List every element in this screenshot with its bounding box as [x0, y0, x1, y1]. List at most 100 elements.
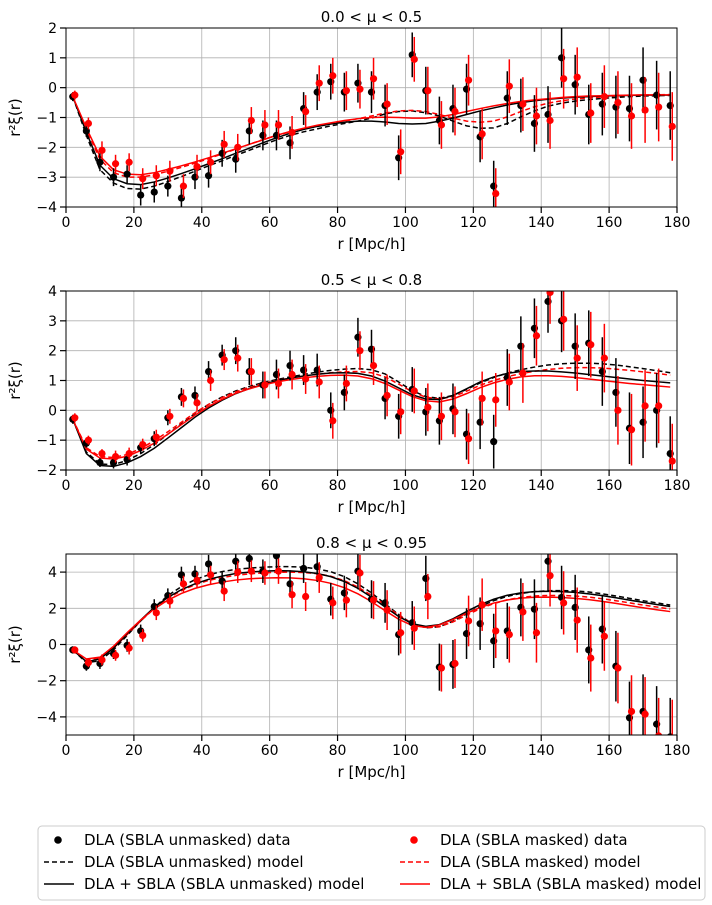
series-line-solid-black: [72, 370, 671, 468]
data-point: [383, 606, 391, 614]
y-axis-label: r²ξ(r): [6, 361, 24, 399]
y-axis-label: r²ξ(r): [6, 98, 24, 136]
data-point: [437, 121, 446, 129]
ticks: 0 20 40 60 80 100 120 140 160 180 −4 −2 0 2 4: [36, 565, 690, 759]
data-point: [560, 75, 568, 83]
data-point: [668, 457, 676, 465]
data-point: [641, 106, 649, 114]
data-point: [193, 576, 201, 584]
x-tick-label: 140: [528, 743, 555, 759]
y-tick-label: 1: [48, 374, 57, 390]
y-tick-label: −1: [36, 433, 57, 449]
data-point: [451, 659, 459, 668]
x-tick-label: 120: [460, 215, 487, 231]
y-tick-label: −2: [36, 674, 57, 690]
data-point: [179, 580, 188, 588]
y-tick-label: 3: [48, 314, 57, 330]
data-point: [109, 173, 118, 181]
data-point: [288, 128, 296, 137]
data-point: [573, 354, 581, 362]
data-point: [71, 414, 79, 422]
x-tick-label: 40: [193, 478, 211, 494]
legend-label: DLA (SBLA masked) data: [440, 831, 628, 849]
data-point: [600, 632, 608, 640]
data-point: [139, 175, 147, 183]
data-point: [96, 158, 104, 166]
data-point: [655, 103, 663, 111]
data-point: [123, 170, 131, 178]
data-point: [655, 732, 663, 735]
legend-entry: DLA (SBLA unmasked) data: [54, 831, 291, 849]
data-point: [315, 378, 323, 386]
x-tick-label: 160: [596, 215, 623, 231]
x-tick-label: 140: [528, 215, 555, 231]
data-point: [560, 315, 568, 323]
data-point: [166, 167, 174, 175]
x-tick-label: 0: [62, 215, 71, 231]
data-point: [125, 644, 133, 652]
data-point: [274, 121, 283, 129]
data-point: [587, 109, 595, 117]
series-line-dashed-red: [72, 366, 671, 459]
legend-label: DLA (SBLA masked) model: [440, 853, 641, 871]
data-point: [410, 624, 418, 632]
legend-entry: DLA (SBLA masked) data: [410, 831, 628, 849]
data-point: [139, 631, 147, 640]
x-axis-label: r [Mpc/h]: [338, 235, 406, 253]
data-point: [329, 417, 337, 425]
data-point: [464, 435, 473, 443]
data-point: [261, 381, 269, 389]
data-point: [179, 182, 188, 190]
data-point: [641, 710, 649, 718]
chart-panel-1: 0 20 40 60 80 100 120 140 160 180 −4 −3 −2 −1 0 1 2 0.0 <…: [6, 8, 690, 253]
x-tick-label: 20: [125, 478, 143, 494]
data-point: [329, 599, 337, 607]
x-tick-label: 40: [193, 743, 211, 759]
y-tick-label: 0: [48, 81, 57, 97]
legend-marker: [410, 836, 418, 844]
data-point: [207, 571, 215, 579]
y-tick-label: 4: [48, 565, 57, 581]
data-point: [71, 646, 79, 654]
data-point: [587, 654, 595, 662]
data-point: [490, 438, 498, 446]
data-point: [150, 188, 158, 196]
series-line-solid-red: [72, 94, 671, 176]
data-point: [315, 79, 323, 87]
data-point: [261, 121, 269, 129]
data-point: [627, 112, 636, 120]
data-point: [397, 629, 405, 637]
y-tick-label: 4: [48, 284, 57, 300]
x-tick-label: 20: [125, 743, 143, 759]
y-tick-label: −2: [36, 140, 57, 156]
plot-area: [69, 554, 674, 735]
data-point: [247, 367, 255, 376]
data-point: [245, 554, 253, 563]
data-point: [424, 592, 432, 601]
x-tick-label: 60: [261, 215, 279, 231]
data-point: [532, 112, 541, 120]
data-point: [641, 402, 649, 410]
data-point: [166, 412, 174, 420]
data-point: [478, 394, 486, 402]
legend-label: DLA + SBLA (SBLA masked) model: [440, 875, 701, 893]
data-point: [125, 449, 133, 458]
ticks: 0 20 40 60 80 100 120 140 160 180 −2 −1 0 1 2 3 4: [36, 284, 690, 494]
legend-frame: [37, 825, 706, 901]
plot-area: [69, 291, 676, 470]
data-point: [152, 609, 160, 617]
y-tick-label: 1: [48, 51, 57, 67]
data-point: [614, 664, 622, 672]
data-point: [369, 596, 378, 604]
data-point: [139, 441, 147, 449]
data-point: [137, 191, 145, 199]
data-point: [288, 370, 296, 379]
legend-label: DLA (SBLA unmasked) model: [84, 853, 304, 871]
x-tick-label: 0: [62, 478, 71, 494]
x-tick-label: 180: [664, 478, 691, 494]
data-point: [84, 119, 93, 128]
data-point: [369, 361, 378, 370]
data-point: [207, 376, 215, 385]
x-tick-label: 80: [329, 478, 347, 494]
